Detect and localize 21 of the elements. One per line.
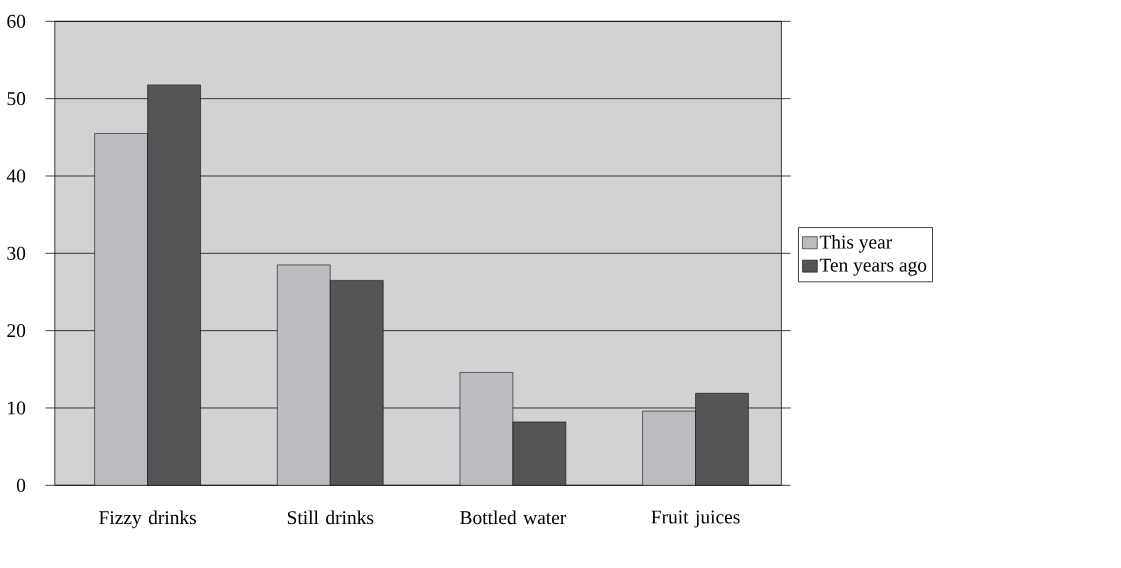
bar (642, 410, 696, 486)
bar (695, 393, 749, 486)
bar (94, 133, 148, 486)
x-tick-label: Fruit juices (651, 510, 740, 528)
x-tick-label: Fizzy drinks (99, 510, 196, 529)
y-tick-label: 0 (16, 478, 26, 492)
bar (329, 280, 384, 486)
y-tick-label: 40 (6, 169, 26, 183)
y-tick-label: 60 (7, 14, 26, 28)
legend-label: This year (819, 235, 893, 253)
y-tick-label: 50 (7, 92, 26, 106)
y-tick-label: 30 (7, 246, 26, 260)
y-tick-label: 10 (8, 401, 26, 415)
y-tick-label: 20 (7, 324, 26, 338)
bar (147, 84, 201, 486)
bar (277, 264, 331, 486)
x-tick-label: Bottled water (460, 510, 567, 525)
legend-label: Ten years ago (819, 258, 927, 276)
bar (459, 372, 514, 486)
x-tick-label: Still drinks (287, 510, 374, 525)
bar (512, 421, 567, 486)
